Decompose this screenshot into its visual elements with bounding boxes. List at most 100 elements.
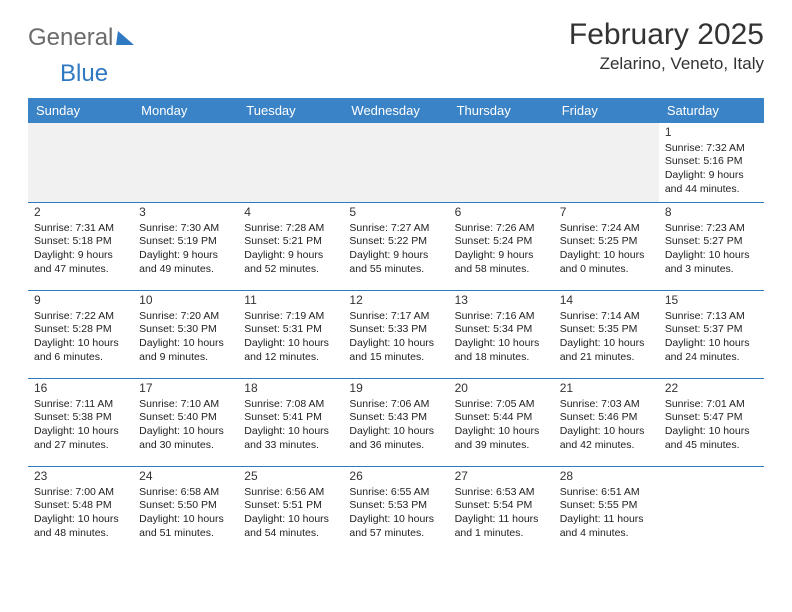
daylight-line: Daylight: 10 hours xyxy=(560,337,653,351)
daylight-line2: and 15 minutes. xyxy=(349,351,442,365)
daylight-line2: and 44 minutes. xyxy=(665,183,758,197)
day-cell-3: 3Sunrise: 7:30 AMSunset: 5:19 PMDaylight… xyxy=(133,203,238,291)
sunrise-line: Sunrise: 6:51 AM xyxy=(560,486,653,500)
sunset-line: Sunset: 5:46 PM xyxy=(560,411,653,425)
daylight-line2: and 33 minutes. xyxy=(244,439,337,453)
empty-cell xyxy=(554,123,659,203)
calendar-table: SundayMondayTuesdayWednesdayThursdayFrid… xyxy=(28,98,764,555)
sunrise-line: Sunrise: 7:17 AM xyxy=(349,310,442,324)
sunrise-line: Sunrise: 7:22 AM xyxy=(34,310,127,324)
daylight-line: Daylight: 9 hours xyxy=(34,249,127,263)
empty-cell xyxy=(133,123,238,203)
sunrise-line: Sunrise: 6:55 AM xyxy=(349,486,442,500)
sunrise-line: Sunrise: 7:11 AM xyxy=(34,398,127,412)
daylight-line2: and 21 minutes. xyxy=(560,351,653,365)
daylight-line2: and 0 minutes. xyxy=(560,263,653,277)
daylight-line2: and 36 minutes. xyxy=(349,439,442,453)
day-number: 23 xyxy=(34,469,127,485)
sunset-line: Sunset: 5:16 PM xyxy=(665,155,758,169)
daylight-line: Daylight: 9 hours xyxy=(139,249,232,263)
empty-cell xyxy=(28,123,133,203)
sunset-line: Sunset: 5:34 PM xyxy=(455,323,548,337)
day-cell-21: 21Sunrise: 7:03 AMSunset: 5:46 PMDayligh… xyxy=(554,379,659,467)
day-cell-19: 19Sunrise: 7:06 AMSunset: 5:43 PMDayligh… xyxy=(343,379,448,467)
sunset-line: Sunset: 5:43 PM xyxy=(349,411,442,425)
day-cell-13: 13Sunrise: 7:16 AMSunset: 5:34 PMDayligh… xyxy=(449,291,554,379)
day-number: 25 xyxy=(244,469,337,485)
daylight-line2: and 30 minutes. xyxy=(139,439,232,453)
daylight-line2: and 9 minutes. xyxy=(139,351,232,365)
daylight-line: Daylight: 10 hours xyxy=(349,425,442,439)
logo-triangle-icon xyxy=(116,31,136,45)
daylight-line2: and 54 minutes. xyxy=(244,527,337,541)
sunset-line: Sunset: 5:55 PM xyxy=(560,499,653,513)
day-number: 10 xyxy=(139,293,232,309)
sunrise-line: Sunrise: 7:24 AM xyxy=(560,222,653,236)
sunset-line: Sunset: 5:28 PM xyxy=(34,323,127,337)
daylight-line: Daylight: 10 hours xyxy=(244,425,337,439)
day-number: 9 xyxy=(34,293,127,309)
daylight-line: Daylight: 10 hours xyxy=(34,513,127,527)
sunrise-line: Sunrise: 6:53 AM xyxy=(455,486,548,500)
day-number: 21 xyxy=(560,381,653,397)
sunset-line: Sunset: 5:19 PM xyxy=(139,235,232,249)
daylight-line: Daylight: 10 hours xyxy=(139,425,232,439)
daylight-line2: and 27 minutes. xyxy=(34,439,127,453)
daylight-line: Daylight: 9 hours xyxy=(349,249,442,263)
sunrise-line: Sunrise: 7:30 AM xyxy=(139,222,232,236)
daylight-line: Daylight: 9 hours xyxy=(665,169,758,183)
sunrise-line: Sunrise: 7:20 AM xyxy=(139,310,232,324)
day-cell-24: 24Sunrise: 6:58 AMSunset: 5:50 PMDayligh… xyxy=(133,467,238,555)
dayheader-friday: Friday xyxy=(554,98,659,123)
day-cell-26: 26Sunrise: 6:55 AMSunset: 5:53 PMDayligh… xyxy=(343,467,448,555)
day-number: 13 xyxy=(455,293,548,309)
daylight-line2: and 12 minutes. xyxy=(244,351,337,365)
sunrise-line: Sunrise: 7:16 AM xyxy=(455,310,548,324)
dayheader-wednesday: Wednesday xyxy=(343,98,448,123)
logo-word2: Blue xyxy=(60,60,108,87)
sunrise-line: Sunrise: 7:28 AM xyxy=(244,222,337,236)
daylight-line: Daylight: 10 hours xyxy=(139,337,232,351)
daylight-line2: and 6 minutes. xyxy=(34,351,127,365)
daylight-line: Daylight: 10 hours xyxy=(139,513,232,527)
day-number: 3 xyxy=(139,205,232,221)
sunset-line: Sunset: 5:37 PM xyxy=(665,323,758,337)
day-cell-1: 1Sunrise: 7:32 AMSunset: 5:16 PMDaylight… xyxy=(659,123,764,203)
daylight-line: Daylight: 11 hours xyxy=(455,513,548,527)
daylight-line2: and 42 minutes. xyxy=(560,439,653,453)
day-cell-12: 12Sunrise: 7:17 AMSunset: 5:33 PMDayligh… xyxy=(343,291,448,379)
sunset-line: Sunset: 5:40 PM xyxy=(139,411,232,425)
daylight-line: Daylight: 10 hours xyxy=(34,425,127,439)
day-number: 14 xyxy=(560,293,653,309)
empty-cell xyxy=(238,123,343,203)
day-cell-25: 25Sunrise: 6:56 AMSunset: 5:51 PMDayligh… xyxy=(238,467,343,555)
sunrise-line: Sunrise: 7:14 AM xyxy=(560,310,653,324)
sunrise-line: Sunrise: 7:03 AM xyxy=(560,398,653,412)
sunrise-line: Sunrise: 7:00 AM xyxy=(34,486,127,500)
daylight-line2: and 39 minutes. xyxy=(455,439,548,453)
daylight-line: Daylight: 9 hours xyxy=(455,249,548,263)
day-number: 5 xyxy=(349,205,442,221)
day-cell-10: 10Sunrise: 7:20 AMSunset: 5:30 PMDayligh… xyxy=(133,291,238,379)
sunset-line: Sunset: 5:27 PM xyxy=(665,235,758,249)
sunrise-line: Sunrise: 7:32 AM xyxy=(665,142,758,156)
day-cell-23: 23Sunrise: 7:00 AMSunset: 5:48 PMDayligh… xyxy=(28,467,133,555)
sunrise-line: Sunrise: 7:10 AM xyxy=(139,398,232,412)
day-cell-27: 27Sunrise: 6:53 AMSunset: 5:54 PMDayligh… xyxy=(449,467,554,555)
sunrise-line: Sunrise: 7:01 AM xyxy=(665,398,758,412)
sunrise-line: Sunrise: 7:08 AM xyxy=(244,398,337,412)
daylight-line: Daylight: 10 hours xyxy=(244,337,337,351)
day-number: 11 xyxy=(244,293,337,309)
sunset-line: Sunset: 5:30 PM xyxy=(139,323,232,337)
empty-cell xyxy=(659,467,764,555)
sunset-line: Sunset: 5:33 PM xyxy=(349,323,442,337)
daylight-line: Daylight: 10 hours xyxy=(349,513,442,527)
sunset-line: Sunset: 5:54 PM xyxy=(455,499,548,513)
sunset-line: Sunset: 5:53 PM xyxy=(349,499,442,513)
day-number: 7 xyxy=(560,205,653,221)
dayheader-tuesday: Tuesday xyxy=(238,98,343,123)
sunrise-line: Sunrise: 7:13 AM xyxy=(665,310,758,324)
daylight-line2: and 1 minutes. xyxy=(455,527,548,541)
sunset-line: Sunset: 5:25 PM xyxy=(560,235,653,249)
day-cell-17: 17Sunrise: 7:10 AMSunset: 5:40 PMDayligh… xyxy=(133,379,238,467)
